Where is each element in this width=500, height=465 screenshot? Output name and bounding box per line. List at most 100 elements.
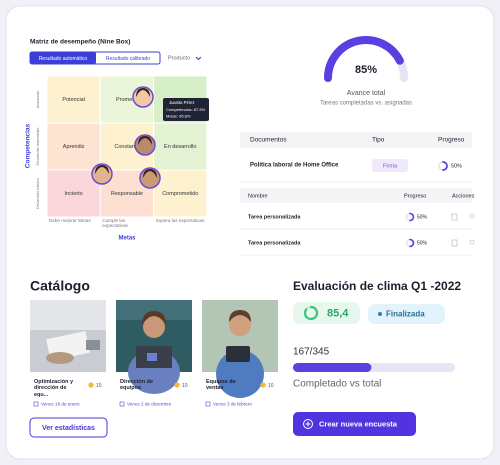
card-due: Vence 2 de diciembre: [127, 402, 172, 407]
cell-label: Promesa: [116, 97, 139, 103]
survey-title: Evaluación de clima Q1 -2022: [293, 279, 461, 293]
col-header: Progreso: [404, 193, 426, 199]
tooltip: [163, 98, 209, 121]
gauge-value: [324, 36, 404, 82]
table-header: [240, 132, 472, 148]
catalog-title: Catálogo: [30, 278, 90, 294]
tooltip-line: Competencias: 87.5%: [166, 107, 206, 112]
photo: [116, 300, 192, 394]
cell: [153, 122, 208, 171]
card-points: 10: [268, 383, 274, 389]
star: [88, 382, 94, 388]
star: [174, 382, 180, 388]
gauge-title: Avance total: [347, 90, 386, 97]
tooltip-name: Juanita Pérez: [169, 100, 195, 105]
ninebox-title: Matriz de desempeño (Nine Box): [30, 39, 130, 46]
chevron: [195, 56, 202, 61]
button-label[interactable]: Crear nueva encuesta: [319, 419, 398, 428]
dropdown[interactable]: Producto: [168, 55, 190, 61]
card-due: Vence 3 de febrero: [213, 402, 252, 407]
bar-fill: [293, 363, 372, 372]
score-label: 85,4: [327, 307, 349, 319]
photo: [202, 300, 278, 398]
cell-label: En desarrollo: [164, 144, 196, 150]
tooltip-line: Metas: 95.8%: [166, 114, 191, 119]
tab[interactable]: Resultado automático: [39, 56, 88, 62]
status: Finalizada: [386, 310, 425, 319]
card-points: 10: [182, 383, 188, 389]
create-button[interactable]: [293, 412, 416, 436]
col-header: Nombre: [248, 193, 268, 199]
star: [260, 382, 266, 388]
y-axis-title: Competencias: [25, 123, 32, 168]
gauge: [324, 36, 408, 82]
y-label: Desarrollo básico: [35, 177, 40, 209]
task-progress-label: 50%: [417, 214, 428, 220]
plus: [305, 421, 311, 427]
status-pill: [368, 304, 445, 324]
avatar-hair: [138, 136, 152, 145]
cell: [153, 169, 208, 218]
action-icon[interactable]: [469, 213, 475, 219]
avatar-hair: [143, 169, 157, 178]
action-icon[interactable]: [451, 239, 458, 247]
doc-type: Firma: [383, 163, 398, 169]
button-label[interactable]: Ver estadísticas: [42, 425, 95, 432]
score-ring: [303, 305, 319, 321]
gauge-label: 85%: [355, 64, 377, 76]
x-label-box: Debe mejorar Metas: [49, 218, 91, 223]
calendar-icon: [33, 401, 39, 407]
card-title: Dirección de equipos: [120, 379, 154, 392]
type-pill: [372, 159, 408, 172]
x-label: Cumple las expectativas: [102, 218, 128, 229]
cards: Optimización y dirección de equ... 10 Venc…: [33, 379, 274, 407]
task-progress-label: 50%: [417, 240, 428, 246]
ring-value: [409, 238, 415, 248]
caption: Completado vs total: [293, 379, 381, 390]
avatar-hair: [136, 88, 150, 97]
calendar-icon: [205, 401, 211, 407]
cell-label: Responsable: [111, 191, 143, 197]
plus-icon: [303, 419, 313, 429]
x-label: Debe mejorar Metas: [49, 218, 91, 223]
gauge-subtitle: Tareas completadas vs. asignadas: [320, 101, 412, 107]
x-label-box: Cumple las expectativas: [102, 218, 128, 229]
ninebox-grid: Potencial Promesa Aprendiz Constante En desa…: [35, 75, 209, 229]
task-name: Tarea personalizada: [248, 240, 301, 246]
doc-progress-label: 50%: [451, 163, 462, 169]
tab[interactable]: Resultado calibrado: [106, 56, 150, 62]
col-header: Acciones: [452, 193, 475, 199]
subrows: Tarea personalizada 50% Tarea personalizad…: [240, 212, 475, 256]
cell-label: Incierto: [65, 191, 83, 197]
action-icon[interactable]: [451, 213, 458, 221]
y-label: Avanzado: [35, 90, 40, 108]
ring-value: [303, 305, 319, 321]
card-due: Vence 16 de enero: [41, 402, 80, 407]
card-title-box: Optimización y dirección de equ...: [34, 379, 74, 398]
ring-value: [409, 212, 415, 222]
avatar-hair: [95, 165, 109, 174]
cell-label: Comprometido: [162, 191, 198, 197]
x-axis-title: Metas: [118, 236, 136, 242]
col-header: Progreso: [438, 137, 465, 144]
x-label: Supera las expectativas: [155, 218, 205, 223]
tab-active[interactable]: [30, 52, 96, 64]
cell: [46, 75, 101, 124]
survey-bar: [293, 363, 372, 372]
photo: [30, 300, 106, 372]
doc-name: Política laboral de Home Office: [250, 163, 339, 169]
calendar-icon: [119, 401, 125, 407]
col-header: Tipo: [372, 137, 385, 144]
card-title-box: Dirección de equipos: [120, 379, 154, 392]
col-header: Documentos: [250, 137, 287, 144]
stats-button[interactable]: [29, 417, 108, 438]
card-title-box: Equipos de ventas: [206, 379, 236, 391]
y-label: Desarrollo intermedio: [35, 127, 40, 166]
card-title: Optimización y dirección de equ...: [34, 379, 74, 398]
action-icon[interactable]: [469, 239, 475, 245]
card-points: 10: [96, 383, 102, 389]
cell-label: Constante: [114, 144, 139, 150]
status-dot: [378, 312, 382, 316]
